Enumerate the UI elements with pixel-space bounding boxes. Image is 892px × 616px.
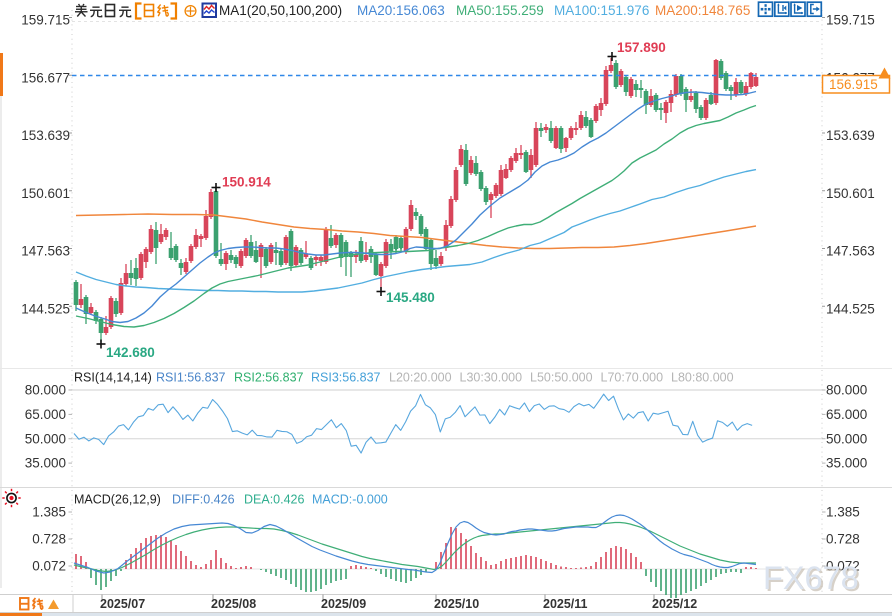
svg-text:2025/11: 2025/11 xyxy=(543,597,588,611)
svg-text:147.563: 147.563 xyxy=(826,244,875,259)
svg-text:L30:30.000: L30:30.000 xyxy=(460,371,523,385)
svg-text:FX678: FX678 xyxy=(765,562,861,598)
svg-text:80.000: 80.000 xyxy=(25,383,66,398)
svg-text:80.000: 80.000 xyxy=(826,383,867,398)
svg-text:0.728: 0.728 xyxy=(32,532,66,547)
svg-text:150.601: 150.601 xyxy=(21,186,70,201)
svg-text:2025/09: 2025/09 xyxy=(321,597,366,611)
svg-text:L20:20.000: L20:20.000 xyxy=(389,371,452,385)
svg-text:FX678: FX678 xyxy=(763,560,859,596)
svg-text:0.072: 0.072 xyxy=(32,559,66,574)
svg-text:153.639: 153.639 xyxy=(826,128,875,143)
svg-text:L50:50.000: L50:50.000 xyxy=(530,371,593,385)
svg-text:RSI1:56.837: RSI1:56.837 xyxy=(156,371,226,385)
svg-text:150.601: 150.601 xyxy=(826,186,875,201)
svg-text:157.890: 157.890 xyxy=(617,40,666,55)
svg-text:2025/07: 2025/07 xyxy=(100,597,145,611)
svg-text:L70:70.000: L70:70.000 xyxy=(601,371,664,385)
svg-text:1.385: 1.385 xyxy=(32,505,66,520)
svg-text:65.000: 65.000 xyxy=(25,407,66,422)
svg-text:RSI2:56.837: RSI2:56.837 xyxy=(234,371,304,385)
svg-text:RSI3:56.837: RSI3:56.837 xyxy=(311,371,381,385)
svg-text:2025/12: 2025/12 xyxy=(652,597,697,611)
svg-text:MACD:-0.000: MACD:-0.000 xyxy=(312,493,388,507)
svg-text:144.525: 144.525 xyxy=(21,301,70,316)
svg-text:142.680: 142.680 xyxy=(106,345,155,360)
svg-text:50.000: 50.000 xyxy=(826,431,867,446)
svg-text:156.915: 156.915 xyxy=(829,77,878,92)
svg-text:MA200:148.765: MA200:148.765 xyxy=(655,3,750,18)
svg-text:159.715: 159.715 xyxy=(21,13,70,28)
svg-text:144.525: 144.525 xyxy=(826,301,875,316)
svg-text:MA50:155.259: MA50:155.259 xyxy=(456,3,544,18)
svg-text:MA20:156.063: MA20:156.063 xyxy=(357,3,445,18)
svg-text:159.715: 159.715 xyxy=(826,13,875,28)
svg-text:2025/08: 2025/08 xyxy=(211,597,256,611)
svg-text:50.000: 50.000 xyxy=(25,431,66,446)
svg-text:MA100:151.976: MA100:151.976 xyxy=(554,3,649,18)
svg-text:MA1(20,50,100,200): MA1(20,50,100,200) xyxy=(219,3,342,18)
svg-text:DIFF:0.426: DIFF:0.426 xyxy=(172,493,235,507)
svg-text:DEA:0.426: DEA:0.426 xyxy=(244,493,305,507)
svg-text:65.000: 65.000 xyxy=(826,407,867,422)
svg-text:35.000: 35.000 xyxy=(25,456,66,471)
svg-text:145.480: 145.480 xyxy=(386,290,435,305)
svg-text:L80:80.000: L80:80.000 xyxy=(671,371,734,385)
svg-text:1.385: 1.385 xyxy=(826,505,860,520)
svg-text:153.639: 153.639 xyxy=(21,128,70,143)
svg-text:0.072: 0.072 xyxy=(826,559,860,574)
svg-text:156.677: 156.677 xyxy=(21,70,70,85)
svg-text:RSI(14,14,14): RSI(14,14,14) xyxy=(74,371,152,385)
svg-text:2025/10: 2025/10 xyxy=(434,597,479,611)
svg-text:35.000: 35.000 xyxy=(826,456,867,471)
svg-text:147.563: 147.563 xyxy=(21,244,70,259)
svg-text:MACD(26,12,9): MACD(26,12,9) xyxy=(74,493,161,507)
svg-text:0.728: 0.728 xyxy=(826,532,860,547)
svg-text:150.914: 150.914 xyxy=(222,175,271,190)
